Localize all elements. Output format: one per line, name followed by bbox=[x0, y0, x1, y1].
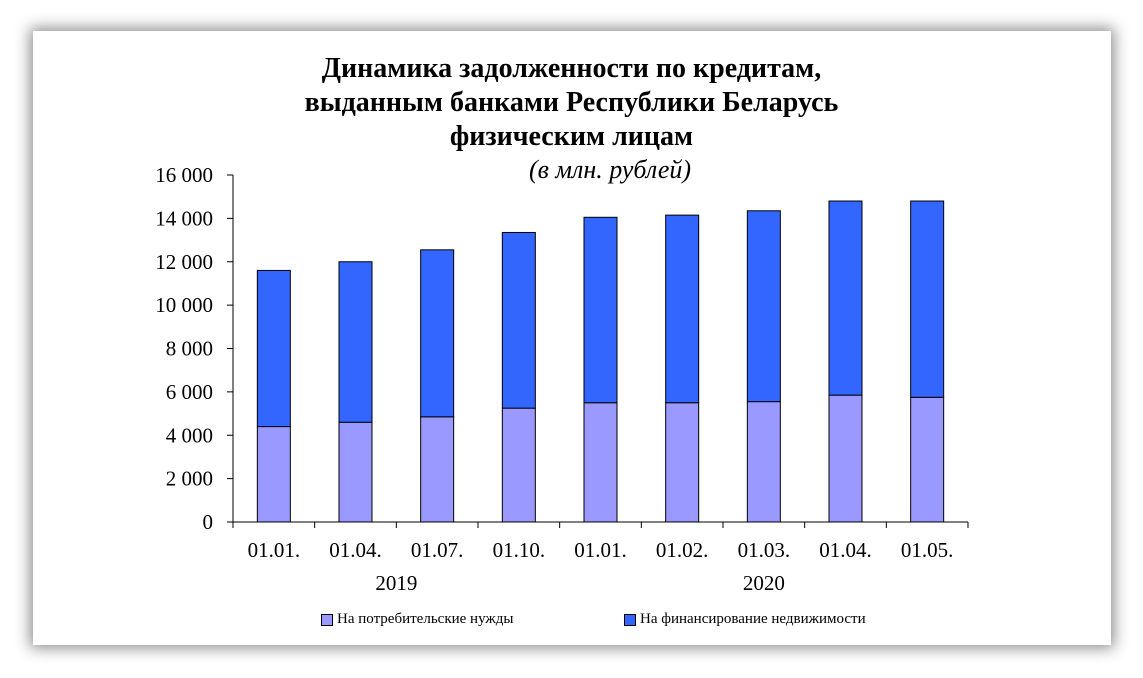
y-tick-label: 8 000 bbox=[166, 337, 213, 361]
y-tick-label: 10 000 bbox=[155, 293, 213, 317]
y-tick-label: 2 000 bbox=[166, 467, 213, 491]
bar-consumer bbox=[583, 402, 618, 523]
bar-consumer bbox=[746, 401, 781, 523]
bar-consumer bbox=[665, 402, 700, 523]
x-category-label: 01.02. bbox=[656, 538, 709, 562]
y-tick-label: 14 000 bbox=[155, 206, 213, 230]
legend-label-consumer: На потребительские нужды bbox=[337, 611, 514, 627]
legend-swatch-consumer bbox=[321, 613, 333, 626]
bar-consumer bbox=[501, 407, 536, 523]
y-tick-label: 4 000 bbox=[166, 423, 213, 447]
bar-consumer bbox=[256, 426, 291, 523]
x-category-label: 01.03. bbox=[738, 538, 791, 562]
bar-realestate bbox=[910, 200, 945, 398]
chart-title: Динамика задолженности по кредитам, выда… bbox=[0, 52, 1143, 154]
bar-realestate bbox=[420, 249, 455, 418]
bar-consumer bbox=[338, 421, 373, 523]
legend-label-realestate: На финансирование недвижимости bbox=[640, 611, 866, 627]
bar-realestate bbox=[256, 269, 291, 428]
chart-title-line-1: Динамика задолженности по кредитам, bbox=[321, 53, 822, 84]
bar-realestate bbox=[583, 216, 618, 404]
x-category-label: 01.10. bbox=[493, 538, 546, 562]
chart-title-line-3: физическим лицам bbox=[449, 121, 694, 152]
bar-realestate bbox=[665, 214, 700, 404]
x-category-label: 01.05. bbox=[901, 538, 954, 562]
bar-realestate bbox=[501, 231, 536, 409]
legend-item-realestate: На финансирование недвижимости bbox=[624, 611, 866, 628]
bar-realestate bbox=[746, 210, 781, 403]
x-year-label: 2020 bbox=[743, 571, 785, 595]
x-category-label: 01.01. bbox=[248, 538, 301, 562]
x-category-label: 01.04. bbox=[819, 538, 872, 562]
bar-consumer bbox=[828, 394, 863, 523]
x-category-label: 01.01. bbox=[574, 538, 627, 562]
legend-item-consumer: На потребительские нужды bbox=[321, 611, 513, 628]
bar-realestate bbox=[828, 200, 863, 396]
bar-consumer bbox=[910, 396, 945, 523]
bar-consumer bbox=[420, 416, 455, 523]
x-year-label: 2019 bbox=[375, 571, 417, 595]
y-tick-label: 16 000 bbox=[155, 163, 213, 187]
y-tick-label: 0 bbox=[203, 510, 214, 534]
x-category-label: 01.07. bbox=[411, 538, 464, 562]
bar-realestate bbox=[338, 261, 373, 423]
chart-title-line-2: выданным банками Республики Беларусь bbox=[304, 87, 839, 118]
y-tick-label: 12 000 bbox=[155, 250, 213, 274]
x-category-label: 01.04. bbox=[329, 538, 382, 562]
chart-subtitle: (в млн. рублей) bbox=[528, 155, 692, 184]
legend-swatch-realestate bbox=[624, 613, 636, 626]
y-tick-label: 6 000 bbox=[166, 380, 213, 404]
